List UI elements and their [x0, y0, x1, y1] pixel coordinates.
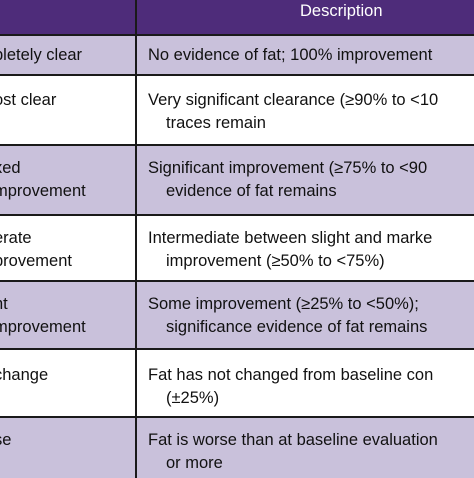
description-line: or more	[166, 454, 223, 472]
grade-label: change	[0, 366, 49, 384]
grade-cell: pletely clear	[0, 36, 137, 74]
description-line: Significant improvement (≥75% to <90	[148, 159, 428, 177]
description-cell: Fat is worse than at baseline evaluation…	[137, 418, 474, 478]
grade-cell: xed mprovement	[0, 146, 137, 214]
grade-label: xed	[0, 159, 21, 177]
header-cell-description: Description	[300, 2, 383, 20]
description-line: Fat is worse than at baseline evaluation	[148, 431, 438, 449]
grade-label: mprovement	[0, 182, 86, 200]
table-row: xed mprovement Significant improvement (…	[0, 146, 474, 216]
grade-label: pletely clear	[0, 46, 83, 64]
description-line: Some improvement (≥25% to <50%);	[148, 295, 419, 313]
grade-label: erate	[0, 229, 32, 247]
description-line: (±25%)	[166, 389, 220, 407]
description-cell: Fat has not changed from baseline con (±…	[137, 350, 474, 416]
header-cell-grade	[0, 0, 137, 34]
table-row: se Fat is worse than at baseline evaluat…	[0, 418, 474, 478]
description-cell: Very significant clearance (≥90% to <10 …	[137, 76, 474, 144]
table-header-row: Description	[0, 0, 474, 36]
description-line: Intermediate between slight and marke	[148, 229, 433, 247]
table-row: change Fat has not changed from baseline…	[0, 350, 474, 418]
description-cell: Intermediate between slight and marke im…	[137, 216, 474, 280]
description-line: Very significant clearance (≥90% to <10	[148, 91, 439, 109]
grade-cell: nt mprovement	[0, 282, 137, 348]
table-row: pletely clear No evidence of fat; 100% i…	[0, 36, 474, 76]
grade-label: ost clear	[0, 91, 57, 109]
description-line: traces remain	[166, 114, 266, 132]
description-line: Fat has not changed from baseline con	[148, 366, 434, 384]
grade-label: mprovement	[0, 318, 86, 336]
table-row: nt mprovement Some improvement (≥25% to …	[0, 282, 474, 350]
table-row: erate provement Intermediate between sli…	[0, 216, 474, 282]
description-line: improvement (≥50% to <75%)	[166, 252, 385, 270]
description-cell: Significant improvement (≥75% to <90 evi…	[137, 146, 474, 214]
grade-cell: erate provement	[0, 216, 137, 280]
grade-cell: ost clear	[0, 76, 137, 144]
description-line: evidence of fat remains	[166, 182, 337, 200]
description-cell: No evidence of fat; 100% improvement	[137, 36, 474, 74]
description-line: No evidence of fat; 100% improvement	[148, 46, 433, 64]
description-cell: Some improvement (≥25% to <50%); signifi…	[137, 282, 474, 348]
grade-cell: change	[0, 350, 137, 416]
grade-label: provement	[0, 252, 72, 270]
grade-label: se	[0, 431, 12, 449]
grade-label: nt	[0, 295, 8, 313]
table-row: ost clear Very significant clearance (≥9…	[0, 76, 474, 146]
grade-cell: se	[0, 418, 137, 478]
description-line: significance evidence of fat remains	[166, 318, 428, 336]
